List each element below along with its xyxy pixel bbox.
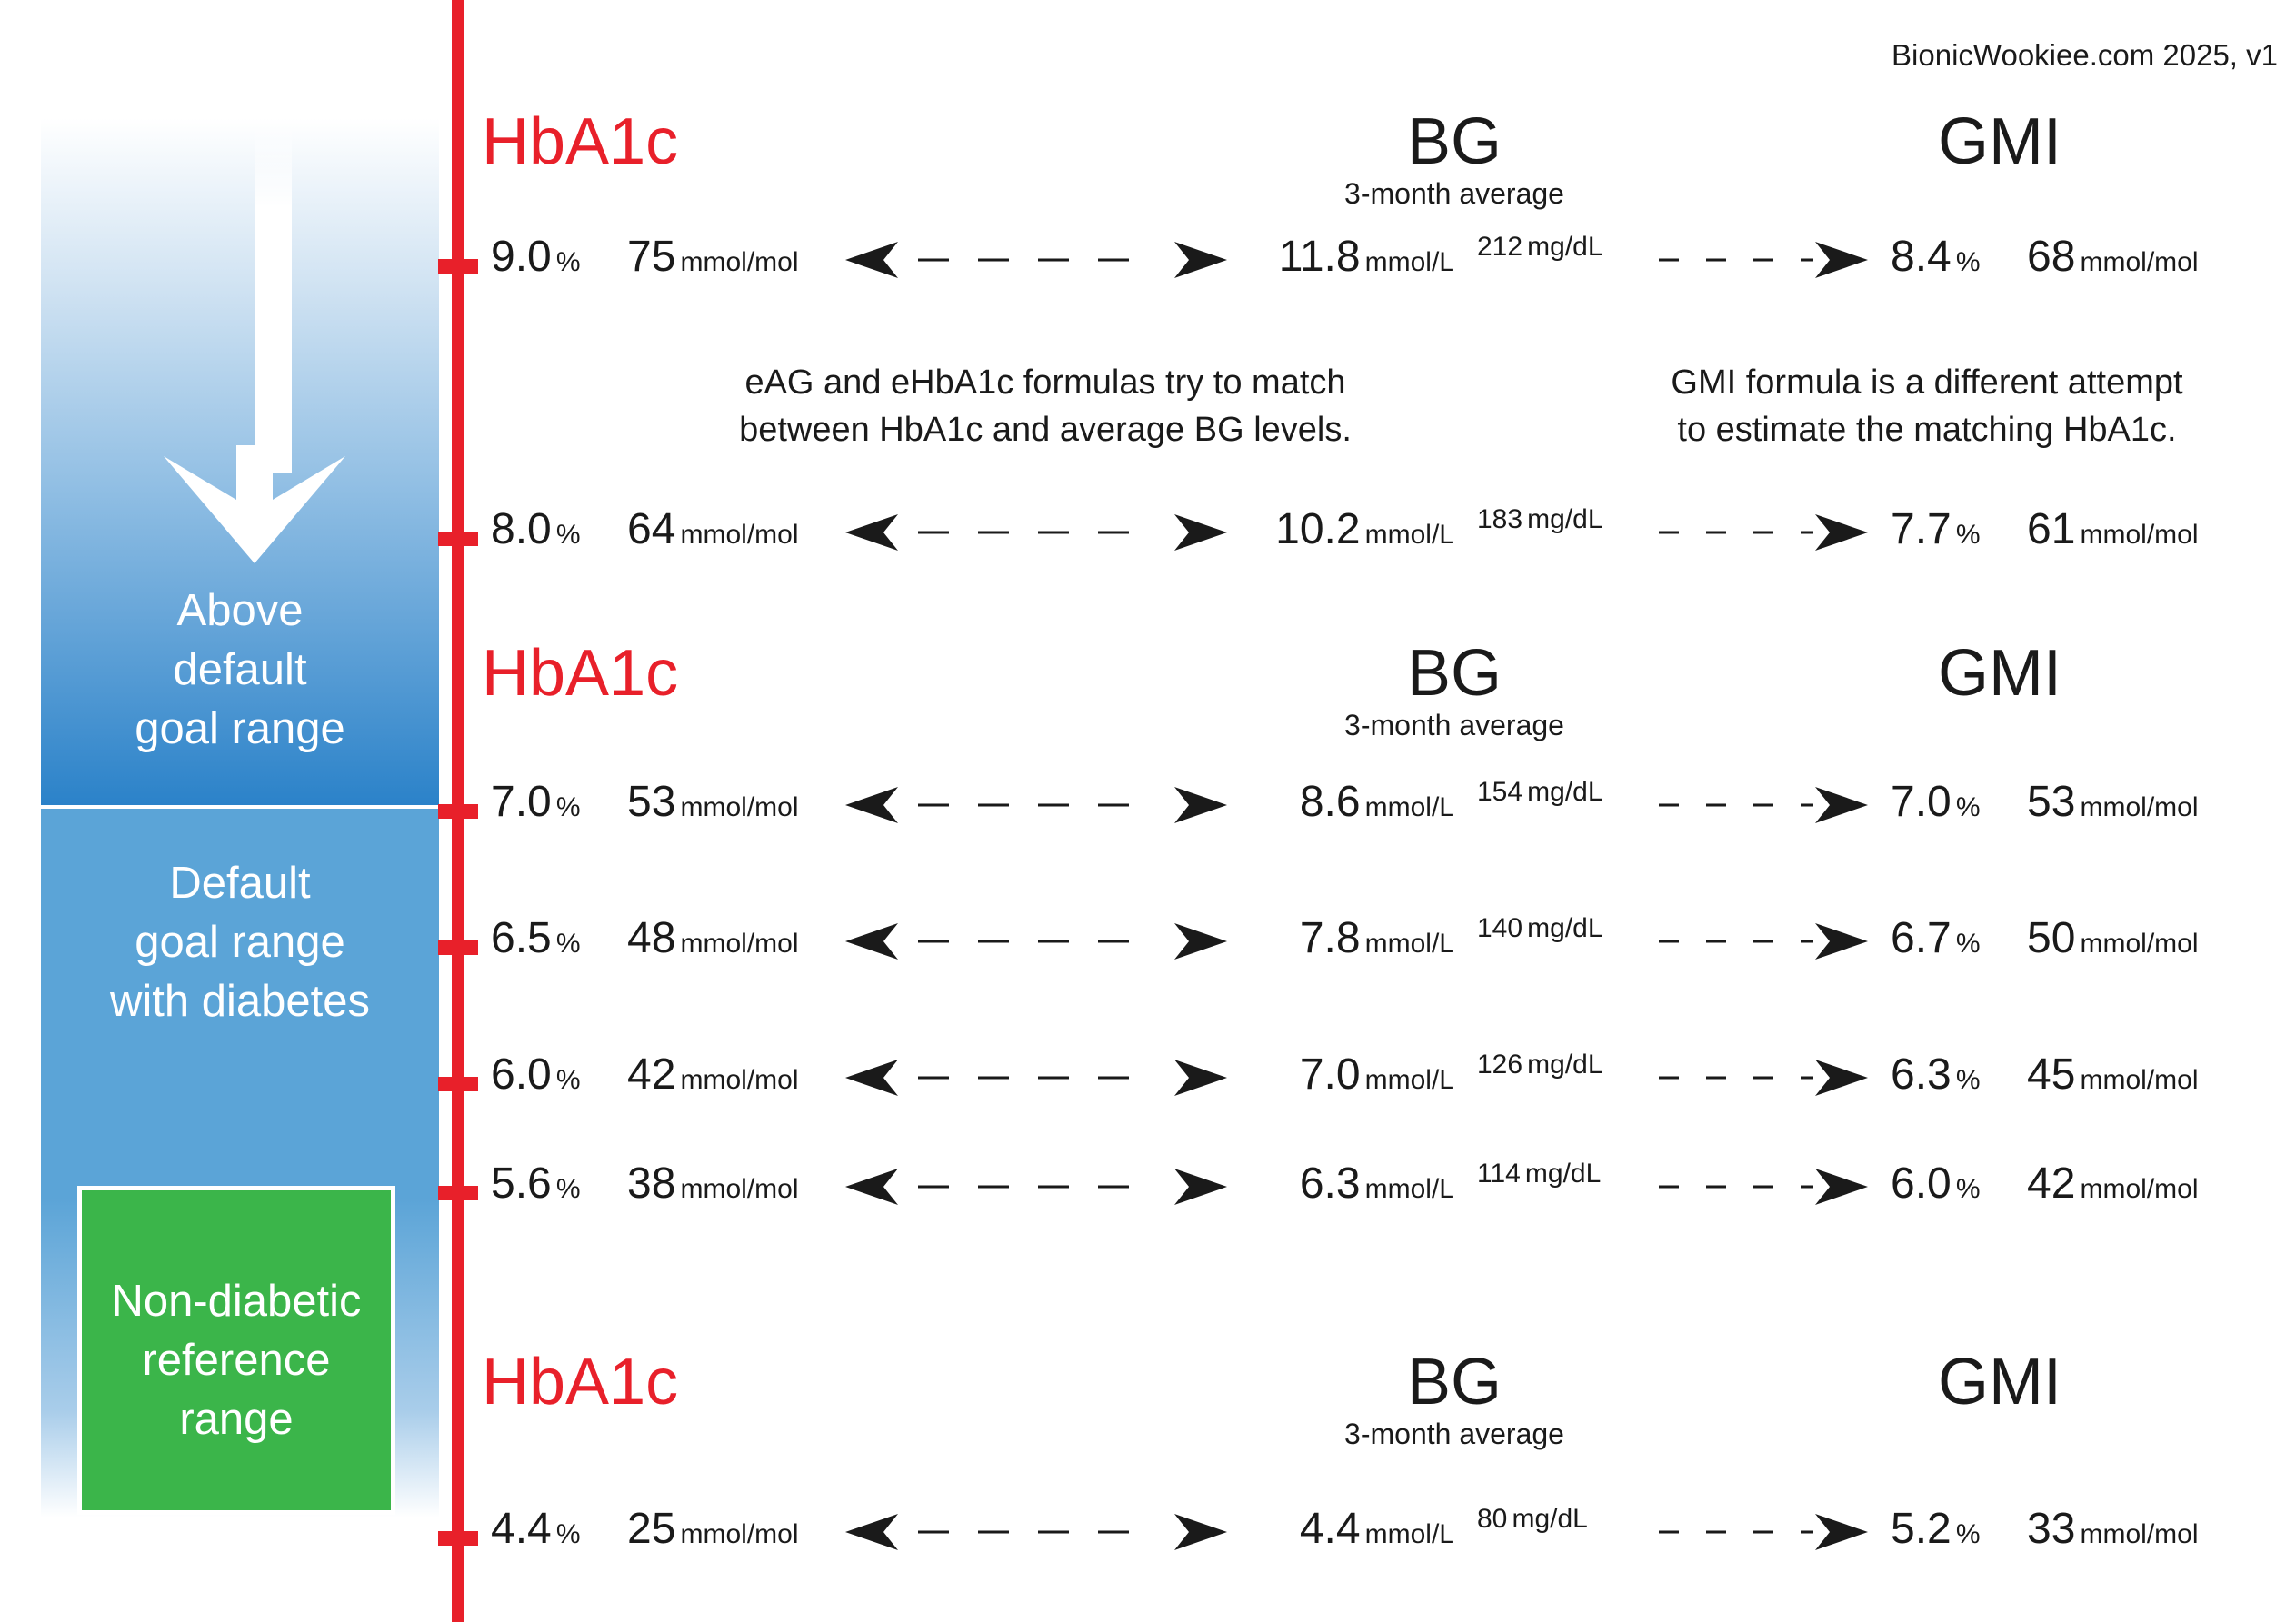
header-bg: BG <box>1406 105 1502 178</box>
two-way-arrow-icon <box>845 1514 1227 1550</box>
hba1c-percent: 6.5 % <box>491 914 581 962</box>
header-gmi: GMI <box>1938 1346 2061 1418</box>
gmi-percent: 6.0 % <box>1891 1159 1981 1208</box>
gmi-note: GMI formula is a different attempt to es… <box>1671 363 2183 449</box>
hba1c-mmolmol: 64 mmol/mol <box>627 505 799 553</box>
down-arrow-icon <box>164 445 345 563</box>
header-gmi: GMI <box>1938 105 2061 178</box>
hba1c-mmolmol: 53 mmol/mol <box>627 778 799 826</box>
gmi-mmolmol: 68 mmol/mol <box>2027 233 2199 281</box>
hba1c-mmolmol: 25 mmol/mol <box>627 1505 799 1553</box>
bg-mmoll: 8.6 mmol/L <box>1299 778 1454 826</box>
header-hba1c: HbA1c <box>482 105 679 178</box>
range-sidebar: Above default goal range Default goal ra… <box>41 0 439 1622</box>
two-way-arrow-icon <box>845 1169 1227 1205</box>
gmi-mmolmol: 33 mmol/mol <box>2027 1505 2199 1553</box>
bg-mgdl: 183 mg/dL <box>1477 504 1603 534</box>
bg-mmoll: 4.4 mmol/L <box>1299 1505 1454 1553</box>
conversion-row: 9.0 % 75 mmol/mol 11.8 mmol/L 212 mg/dL … <box>0 232 2296 304</box>
right-arrow-icon <box>1659 923 1868 960</box>
gmi-percent: 5.2 % <box>1891 1505 1981 1553</box>
hba1c-percent: 9.0 % <box>491 233 581 281</box>
right-arrow-icon <box>1659 1060 1868 1096</box>
header-hba1c: HbA1c <box>482 1346 679 1418</box>
non-diabetic-box: Non-diabetic reference range <box>77 1186 395 1515</box>
two-way-arrow-icon <box>845 787 1227 823</box>
bg-mgdl: 114 mg/dL <box>1477 1159 1602 1189</box>
two-way-arrow-icon <box>845 923 1227 960</box>
gmi-percent: 8.4 % <box>1891 233 1981 281</box>
right-arrow-icon <box>1659 514 1868 551</box>
conversion-row: 5.6 % 38 mmol/mol 6.3 mmol/L 114 mg/dL 6… <box>0 1159 2296 1231</box>
axis-tick <box>438 1531 478 1546</box>
two-way-arrow-icon <box>845 242 1227 278</box>
hba1c-percent: 7.0 % <box>491 778 581 826</box>
hba1c-mmolmol: 42 mmol/mol <box>627 1050 799 1099</box>
gmi-percent: 7.0 % <box>1891 778 1981 826</box>
axis-tick <box>438 940 478 955</box>
bg-mmoll: 7.0 mmol/L <box>1299 1050 1454 1099</box>
bg-mmoll: 11.8 mmol/L <box>1278 233 1454 281</box>
hba1c-percent: 6.0 % <box>491 1050 581 1099</box>
header-bg-subtitle: 3-month average <box>1344 1418 1564 1450</box>
down-arrow-shaft <box>255 118 292 473</box>
gmi-percent: 7.7 % <box>1891 505 1981 553</box>
header-gmi: GMI <box>1938 637 2061 710</box>
gmi-percent: 6.3 % <box>1891 1050 1981 1099</box>
bg-mgdl: 154 mg/dL <box>1477 777 1603 807</box>
gmi-mmolmol: 42 mmol/mol <box>2027 1159 2199 1208</box>
axis-tick <box>438 1186 478 1200</box>
axis-tick <box>438 1077 478 1091</box>
conversion-row: 4.4 % 25 mmol/mol 4.4 mmol/L 80 mg/dL 5.… <box>0 1504 2296 1577</box>
credit-text: BionicWookiee.com 2025, v1 <box>1892 38 2278 72</box>
default-goal-label: Default goal range with diabetes <box>109 859 370 1026</box>
hba1c-mmolmol: 75 mmol/mol <box>627 233 799 281</box>
bg-mgdl: 212 mg/dL <box>1477 232 1603 262</box>
eag-note: eAG and eHbA1c formulas try to match bet… <box>739 363 1352 449</box>
header-hba1c: HbA1c <box>482 637 679 710</box>
header-bg-subtitle: 3-month average <box>1344 177 1564 210</box>
header-bg: BG <box>1406 637 1502 710</box>
conversion-row: 6.5 % 48 mmol/mol 7.8 mmol/L 140 mg/dL 6… <box>0 913 2296 986</box>
gmi-percent: 6.7 % <box>1891 914 1981 962</box>
bg-mgdl: 126 mg/dL <box>1477 1050 1603 1080</box>
axis-tick <box>438 259 478 274</box>
hba1c-percent: 4.4 % <box>491 1505 581 1553</box>
hba1c-mmolmol: 48 mmol/mol <box>627 914 799 962</box>
conversion-row: 7.0 % 53 mmol/mol 8.6 mmol/L 154 mg/dL 7… <box>0 777 2296 850</box>
gmi-mmolmol: 61 mmol/mol <box>2027 505 2199 553</box>
hba1c-percent: 8.0 % <box>491 505 581 553</box>
gmi-mmolmol: 53 mmol/mol <box>2027 778 2199 826</box>
gmi-mmolmol: 45 mmol/mol <box>2027 1050 2199 1099</box>
right-arrow-icon <box>1659 1514 1868 1550</box>
right-arrow-icon <box>1659 242 1868 278</box>
hba1c-percent: 5.6 % <box>491 1159 581 1208</box>
bg-mmoll: 10.2 mmol/L <box>1275 505 1454 553</box>
header-bg: BG <box>1406 1346 1502 1418</box>
bg-mgdl: 80 mg/dL <box>1477 1504 1588 1534</box>
bg-mgdl: 140 mg/dL <box>1477 913 1603 943</box>
hba1c-mmolmol: 38 mmol/mol <box>627 1159 799 1208</box>
two-way-arrow-icon <box>845 514 1227 551</box>
non-diabetic-label: Non-diabetic reference range <box>111 1277 362 1444</box>
axis-tick <box>438 532 478 546</box>
bg-mmoll: 6.3 mmol/L <box>1299 1159 1454 1208</box>
header-bg-subtitle: 3-month average <box>1344 709 1564 741</box>
conversion-row: 6.0 % 42 mmol/mol 7.0 mmol/L 126 mg/dL 6… <box>0 1050 2296 1122</box>
bg-mmoll: 7.8 mmol/L <box>1299 914 1454 962</box>
right-arrow-icon <box>1659 1169 1868 1205</box>
axis-tick <box>438 804 478 819</box>
gmi-mmolmol: 50 mmol/mol <box>2027 914 2199 962</box>
conversion-row: 8.0 % 64 mmol/mol 10.2 mmol/L 183 mg/dL … <box>0 504 2296 577</box>
two-way-arrow-icon <box>845 1060 1227 1096</box>
right-arrow-icon <box>1659 787 1868 823</box>
above-goal-label: Above default goal range <box>135 586 345 753</box>
